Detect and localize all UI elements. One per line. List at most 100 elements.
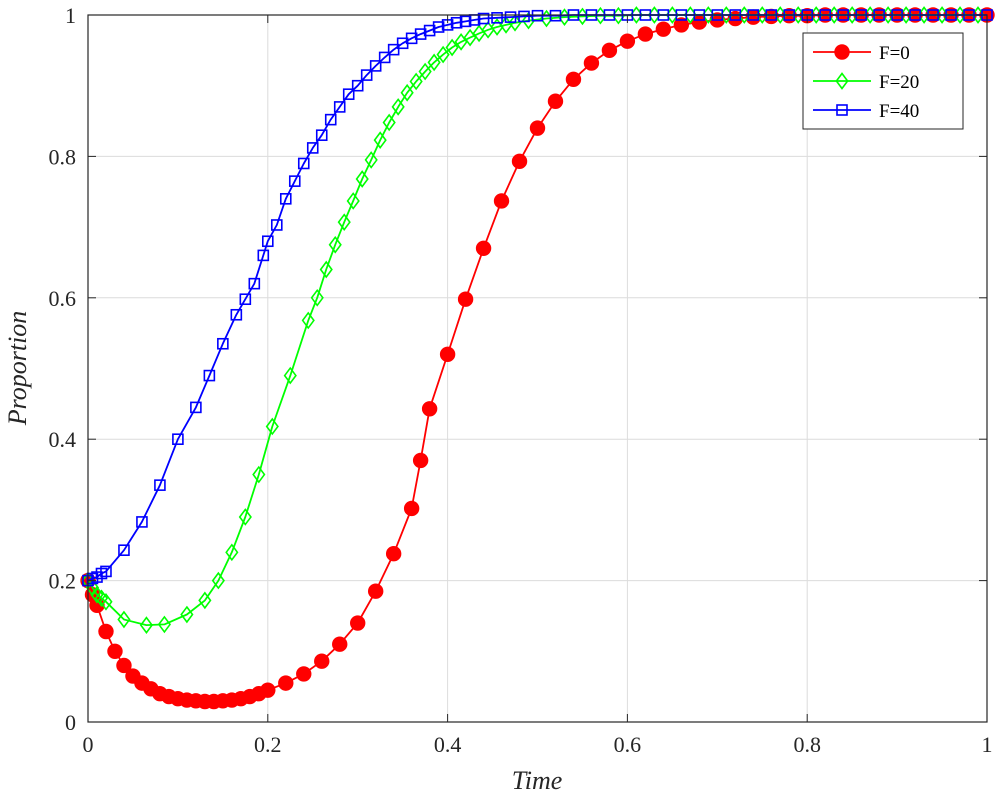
data-point-circle [367, 583, 384, 599]
data-point-circle [529, 120, 546, 136]
data-point-diamond [337, 213, 351, 231]
data-point-circle [412, 452, 429, 469]
data-point-square [248, 277, 261, 290]
data-point-circle [601, 42, 618, 59]
data-point-circle [619, 33, 636, 49]
data-point-diamond [418, 62, 432, 81]
x-axis-label: Time [512, 766, 563, 795]
data-point-circle [655, 21, 672, 37]
data-point-square [172, 433, 184, 446]
data-point-circle [107, 643, 123, 659]
data-point-circle [403, 500, 420, 517]
data-point-square [315, 129, 328, 141]
data-point-circle [314, 653, 330, 669]
data-point-circle [332, 636, 348, 652]
data-point-circle [493, 193, 510, 209]
legend-marker [835, 72, 849, 90]
data-point-diamond [301, 311, 315, 330]
data-point-diamond [238, 508, 252, 526]
data-point-circle [547, 93, 564, 109]
grid-lines [88, 15, 987, 722]
data-point-square [414, 28, 427, 40]
data-point-square [450, 16, 463, 29]
data-point-circle [296, 666, 312, 682]
data-point-square [230, 308, 243, 321]
data-point-circle [565, 71, 582, 88]
data-point-circle [439, 346, 456, 363]
data-point-circle [637, 26, 654, 42]
data-point-circle [583, 55, 600, 71]
data-point-diamond [382, 113, 396, 132]
data-point-square [351, 79, 364, 92]
data-point-square [491, 12, 503, 24]
data-point-square [504, 11, 517, 23]
data-point-diamond [252, 465, 266, 484]
x-tick-label: 0.4 [434, 732, 462, 757]
data-point-diamond [436, 45, 450, 64]
data-point-square [378, 51, 391, 64]
y-tick-label: 1 [65, 3, 76, 28]
plot-frame [87, 14, 988, 723]
data-point-circle [350, 615, 366, 631]
data-point-square [203, 369, 216, 382]
data-point-square [100, 565, 112, 578]
x-tick-label: 1 [982, 732, 993, 757]
data-point-square [306, 142, 319, 154]
data-point-square [369, 60, 382, 72]
data-point-diamond [157, 615, 172, 634]
data-point-square [432, 21, 445, 33]
data-point-diamond [346, 192, 360, 210]
data-point-diamond [409, 72, 423, 91]
data-point-square [477, 12, 490, 25]
y-tick-label: 0.2 [49, 569, 77, 594]
y-tick-label: 0.6 [49, 286, 77, 311]
x-tick-label: 0.2 [254, 732, 282, 757]
data-point-square [136, 516, 148, 528]
data-point-square [297, 157, 310, 170]
data-point-square [531, 9, 544, 22]
legend-marker [836, 104, 848, 116]
data-point-diamond [445, 38, 459, 57]
legend: F=0 F=20 F=40 [802, 32, 964, 130]
data-point-diamond [117, 610, 131, 629]
legend-marker [834, 44, 850, 60]
x-tick-label: 0.8 [793, 732, 821, 757]
data-point-square [333, 101, 346, 113]
data-point-square [279, 193, 292, 205]
data-point-square [190, 401, 202, 414]
legend-item: F=0 [813, 43, 910, 64]
y-tick-label: 0 [65, 710, 76, 735]
series-layer [80, 6, 995, 710]
data-point-diamond [400, 83, 414, 102]
data-point-diamond [211, 571, 225, 590]
data-point-diamond [198, 591, 212, 610]
data-point-square [459, 15, 472, 28]
data-point-circle [511, 153, 528, 170]
data-point-diamond [283, 366, 297, 385]
data-point-diamond [225, 543, 239, 562]
y-tick-label: 0.8 [49, 144, 77, 169]
data-point-square [239, 293, 252, 306]
data-point-square [360, 69, 373, 81]
data-point-diamond [328, 235, 342, 254]
data-point-square [342, 88, 355, 100]
data-point-circle [421, 401, 438, 417]
data-point-square [270, 219, 283, 231]
data-point-circle [385, 546, 402, 562]
data-point-square [261, 235, 274, 248]
legend-item: F=40 [813, 101, 919, 122]
x-tick-label: 0.6 [614, 732, 642, 757]
data-point-square [288, 175, 301, 187]
data-point-diamond [355, 170, 369, 188]
legend-label: F=20 [879, 72, 919, 93]
data-point-circle [116, 657, 132, 674]
data-point-square [549, 9, 562, 22]
data-point-square [387, 43, 400, 56]
data-point-square [257, 249, 270, 262]
data-point-circle [457, 291, 474, 307]
data-point-circle [673, 17, 690, 33]
tick-labels: 0 0.2 0.4 0.6 0.8 1 0 0.2 0.4 0.6 0.8 1 [49, 3, 993, 757]
data-point-diamond [427, 53, 441, 72]
legend-item: F=20 [813, 72, 919, 93]
